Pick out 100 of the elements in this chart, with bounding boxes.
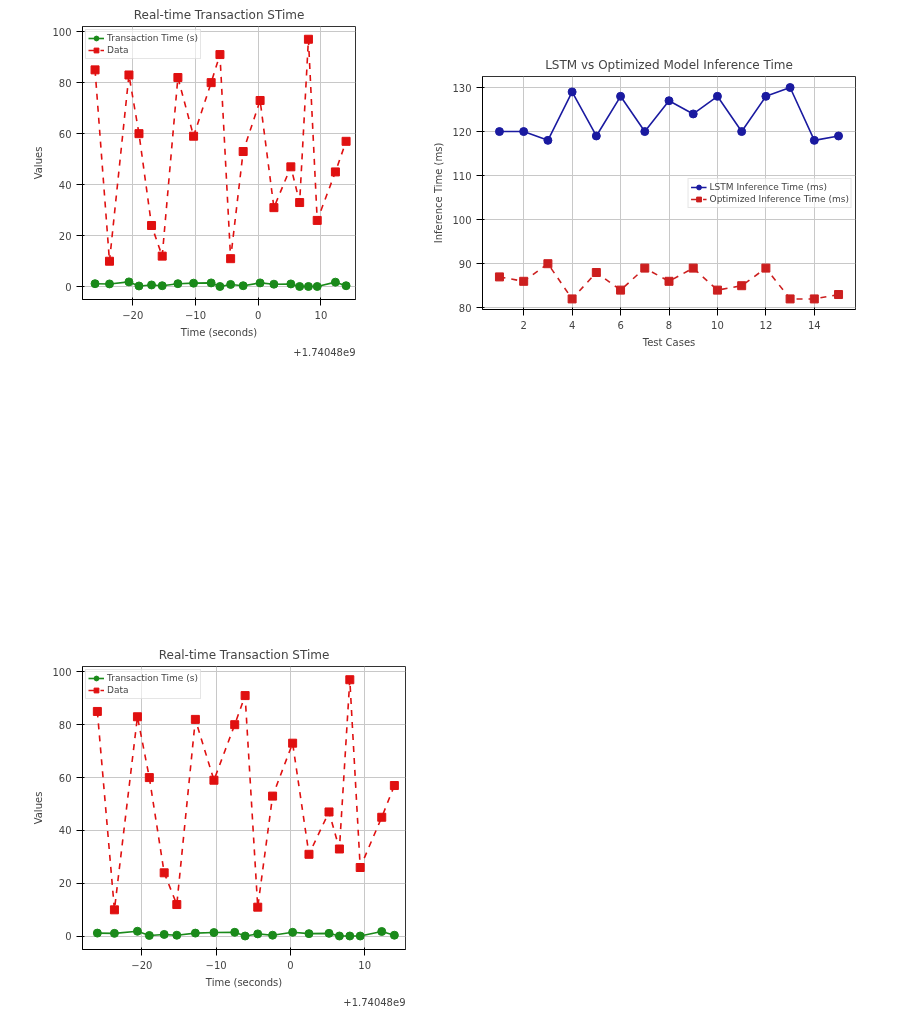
x-tick-label: −10 [205,959,227,971]
point [255,278,265,288]
point [173,279,183,289]
point [591,268,601,277]
chart-title: Real-time Transaction STime [158,647,330,662]
point [616,91,626,101]
point [345,931,355,941]
y-tick-label: 20 [58,230,72,242]
y-tick-label: 90 [458,258,472,270]
point [132,926,142,936]
point [124,277,134,287]
point [230,927,240,937]
point [226,279,236,289]
x-tick-label: 0 [255,309,262,321]
point [109,928,119,938]
point [712,285,722,295]
point [206,78,216,88]
legend-label: Optimized Inference Time (ms) [709,192,849,205]
point [519,276,529,286]
y-tick-label: 20 [58,878,72,890]
point [304,849,314,859]
point [341,281,351,291]
y-tick-label: 40 [58,825,72,837]
point [324,807,334,817]
point [345,675,355,685]
x-tick-label: 4 [568,319,576,331]
x-tick-label: 10 [314,309,328,321]
point [159,868,169,878]
point [144,930,154,940]
point [144,773,154,783]
y-axis-title: Values [33,791,45,825]
point [238,147,248,157]
x-tick-label: 12 [759,319,773,331]
point [269,203,279,213]
point [230,720,240,730]
y-axis-title: Values [33,146,45,180]
text: +1.74048e9 [293,346,356,358]
y-tick-label: 0 [65,931,72,943]
point [304,929,314,939]
point [303,34,313,44]
point [785,83,795,92]
point [330,167,340,177]
text: +1.74048e9 [343,996,406,1008]
point [157,251,167,261]
x-axis-title: Time (seconds) [179,326,258,338]
point [324,928,334,938]
legend-label: Transaction Time (s) [107,32,198,44]
point [253,902,263,912]
point [809,135,819,145]
point [209,928,219,938]
point [92,928,102,938]
point [389,930,399,940]
point [809,294,819,304]
point [90,279,100,289]
point [567,294,577,304]
point [288,738,298,748]
point [147,221,157,231]
x-tick-label: 2 [520,319,527,331]
y-tick-label: 100 [452,214,472,226]
point [664,276,674,286]
point [334,931,344,941]
point [268,930,278,940]
point [288,927,298,937]
point [132,712,142,722]
point [286,279,296,289]
point [240,691,250,701]
point [640,127,650,137]
point [159,929,169,939]
point [543,135,553,145]
point [712,91,722,101]
y-tick-label: 80 [58,77,72,89]
y-tick-label: 110 [452,170,472,182]
point [173,73,183,83]
point [147,280,157,290]
point [761,91,771,101]
point [519,127,529,137]
point [189,278,199,288]
point [255,95,265,105]
point [226,254,236,264]
y-tick-label: 80 [458,302,472,314]
y-tick-label: 100 [52,26,72,38]
y-tick-label: 100 [52,666,72,678]
point [92,706,102,716]
x-tick-label: −20 [122,309,144,321]
legend-label: Transaction Time (s) [107,672,198,684]
y-tick-label: 130 [452,82,472,94]
x-tick-label: 14 [807,319,821,331]
point [688,263,698,273]
point [312,215,322,225]
x-axis-title: Test Cases [641,336,696,348]
x-tick-label: 0 [287,959,294,971]
point [737,281,747,291]
legend-label: Data [107,684,129,696]
x-tick-label: −10 [184,309,207,321]
x-axis-title: Time (seconds) [204,976,283,988]
point [90,65,100,75]
x-tick-label: 6 [617,319,624,331]
point [190,714,200,724]
legend-label: Data [107,44,129,56]
point [494,272,504,282]
